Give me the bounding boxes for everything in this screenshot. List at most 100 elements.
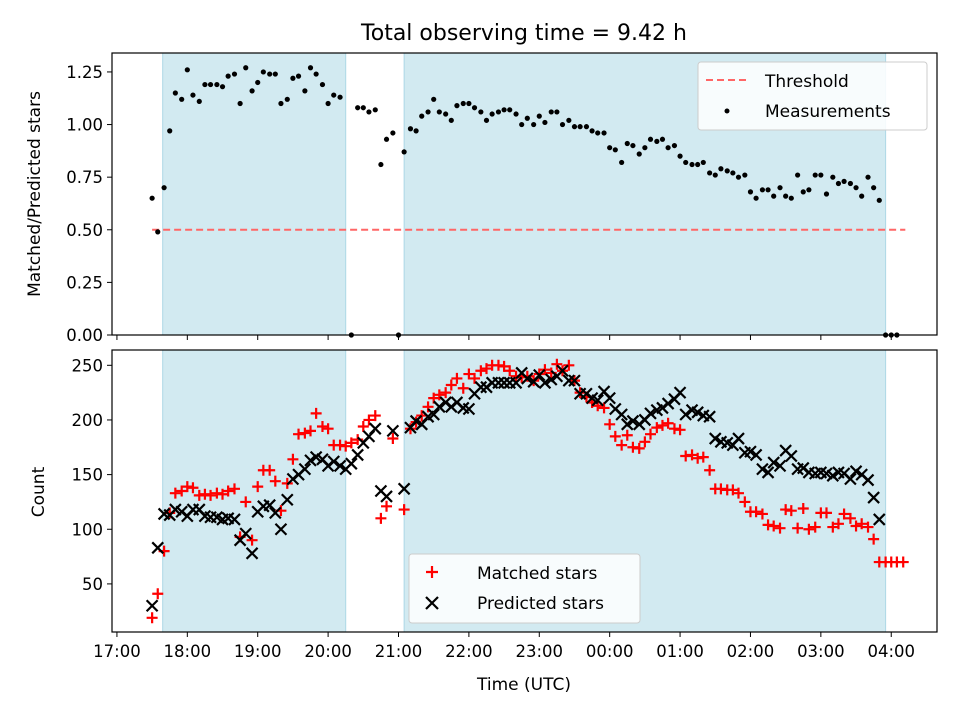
matched-star-point [704, 464, 716, 476]
measurement-point [730, 170, 736, 176]
matched-star-point [862, 521, 874, 533]
measurement-point [612, 147, 618, 153]
measurement-point [847, 180, 854, 187]
predicted-star-point [732, 432, 745, 445]
matched-star-point [457, 382, 469, 394]
measurement-point [167, 128, 173, 134]
measurement-point [161, 185, 167, 191]
matched-star-point [827, 521, 839, 533]
legend-threshold-label: Threshold [764, 72, 849, 92]
measurement-point [800, 189, 806, 195]
observing-window-band [162, 52, 347, 336]
matched-star-point [252, 481, 264, 493]
predicted-star-point [773, 459, 787, 473]
matched-star-point [340, 440, 352, 452]
y-tick-label: 200 [72, 411, 104, 430]
measurement-point [337, 94, 343, 100]
matched-star-point [645, 428, 657, 440]
predicted-star-point [544, 373, 558, 386]
matched-star-point [592, 400, 604, 412]
measurement-point [735, 174, 742, 180]
predicted-star-point [433, 400, 446, 414]
matched-star-point [269, 475, 281, 487]
legend-matched-swatch [426, 566, 438, 578]
measurement-point [507, 107, 513, 113]
matched-star-point [844, 512, 856, 524]
measurement-point [853, 185, 859, 191]
matched-star-point [433, 389, 445, 401]
legend-box [408, 553, 641, 624]
measurement-point [355, 105, 361, 111]
predicted-star-point [462, 402, 476, 416]
matched-star-point [832, 518, 844, 530]
predicted-star-point [626, 414, 640, 428]
predicted-star-point [562, 374, 576, 387]
measurement-point [419, 113, 425, 119]
measurement-point [501, 107, 507, 113]
measurement-point [295, 73, 302, 79]
legend-measurements-swatch [724, 108, 730, 114]
matched-star-point [656, 419, 668, 431]
measurement-point [454, 103, 460, 109]
predicted-star-point [844, 472, 857, 486]
top-measurement-points [149, 65, 900, 338]
measurement-point [319, 81, 326, 88]
predicted-star-point [826, 469, 840, 482]
measurement-point [284, 96, 290, 102]
predicted-star-point [351, 448, 364, 462]
measurement-point [747, 189, 754, 195]
measurement-point [671, 142, 678, 149]
predicted-star-point [691, 406, 704, 419]
matched-star-point [498, 360, 510, 372]
matched-star-point [727, 484, 739, 496]
measurement-point [483, 117, 490, 123]
measurement-point [665, 145, 671, 151]
matched-star-point [217, 488, 229, 500]
measurement-point [830, 174, 836, 180]
matched-star-point [469, 372, 481, 384]
predicted-star-point [756, 462, 769, 476]
predicted-star-point [380, 490, 393, 503]
predicted-star-point [538, 376, 552, 390]
measurement-point [313, 71, 319, 77]
top-axes: 0.00 0.25 0.50 0.75 1.00 1.25 [66, 52, 938, 345]
measurement-point [577, 124, 583, 130]
measurement-point [619, 159, 625, 166]
y-tick-label: 250 [72, 356, 104, 375]
matched-star-point [363, 414, 375, 426]
measurement-point [542, 119, 548, 126]
matched-star-point [445, 379, 457, 391]
matched-star-point [287, 453, 299, 465]
x-tick-label: 00:00 [586, 642, 634, 661]
measurement-point [531, 121, 537, 128]
predicted-star-point [703, 410, 716, 423]
measurement-point [149, 195, 155, 201]
legend-matched-label: Matched stars [477, 564, 597, 584]
measurement-point [876, 197, 882, 203]
measurement-point [196, 98, 202, 105]
matched-star-point [422, 401, 434, 413]
measurement-point [325, 100, 331, 107]
measurement-point [689, 161, 695, 168]
measurement-point [823, 191, 830, 197]
matched-star-point [820, 507, 832, 519]
matched-star-point [785, 505, 797, 517]
y-tick-label: 50 [82, 575, 103, 594]
x-tick-label: 19:00 [234, 642, 282, 661]
predicted-star-point [386, 424, 400, 438]
matched-star-point [440, 387, 452, 399]
matched-star-point [604, 418, 616, 430]
measurement-point [243, 65, 249, 71]
measurement-point [571, 124, 578, 130]
measurement-point [795, 172, 801, 178]
chart-title: Total observing time = 9.42 h [360, 21, 687, 46]
predicted-star-point [849, 465, 863, 478]
matched-star-point [246, 534, 258, 546]
predicted-star-point [761, 466, 775, 479]
measurement-point [219, 84, 226, 90]
matched-star-point [345, 437, 357, 449]
measurement-point [431, 96, 437, 102]
matched-star-point [305, 425, 317, 437]
matched-star-point [674, 424, 686, 436]
